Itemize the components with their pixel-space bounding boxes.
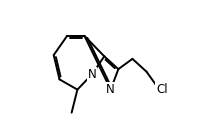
Text: N: N xyxy=(106,83,115,96)
Text: N: N xyxy=(88,68,96,81)
Text: Cl: Cl xyxy=(156,83,168,96)
